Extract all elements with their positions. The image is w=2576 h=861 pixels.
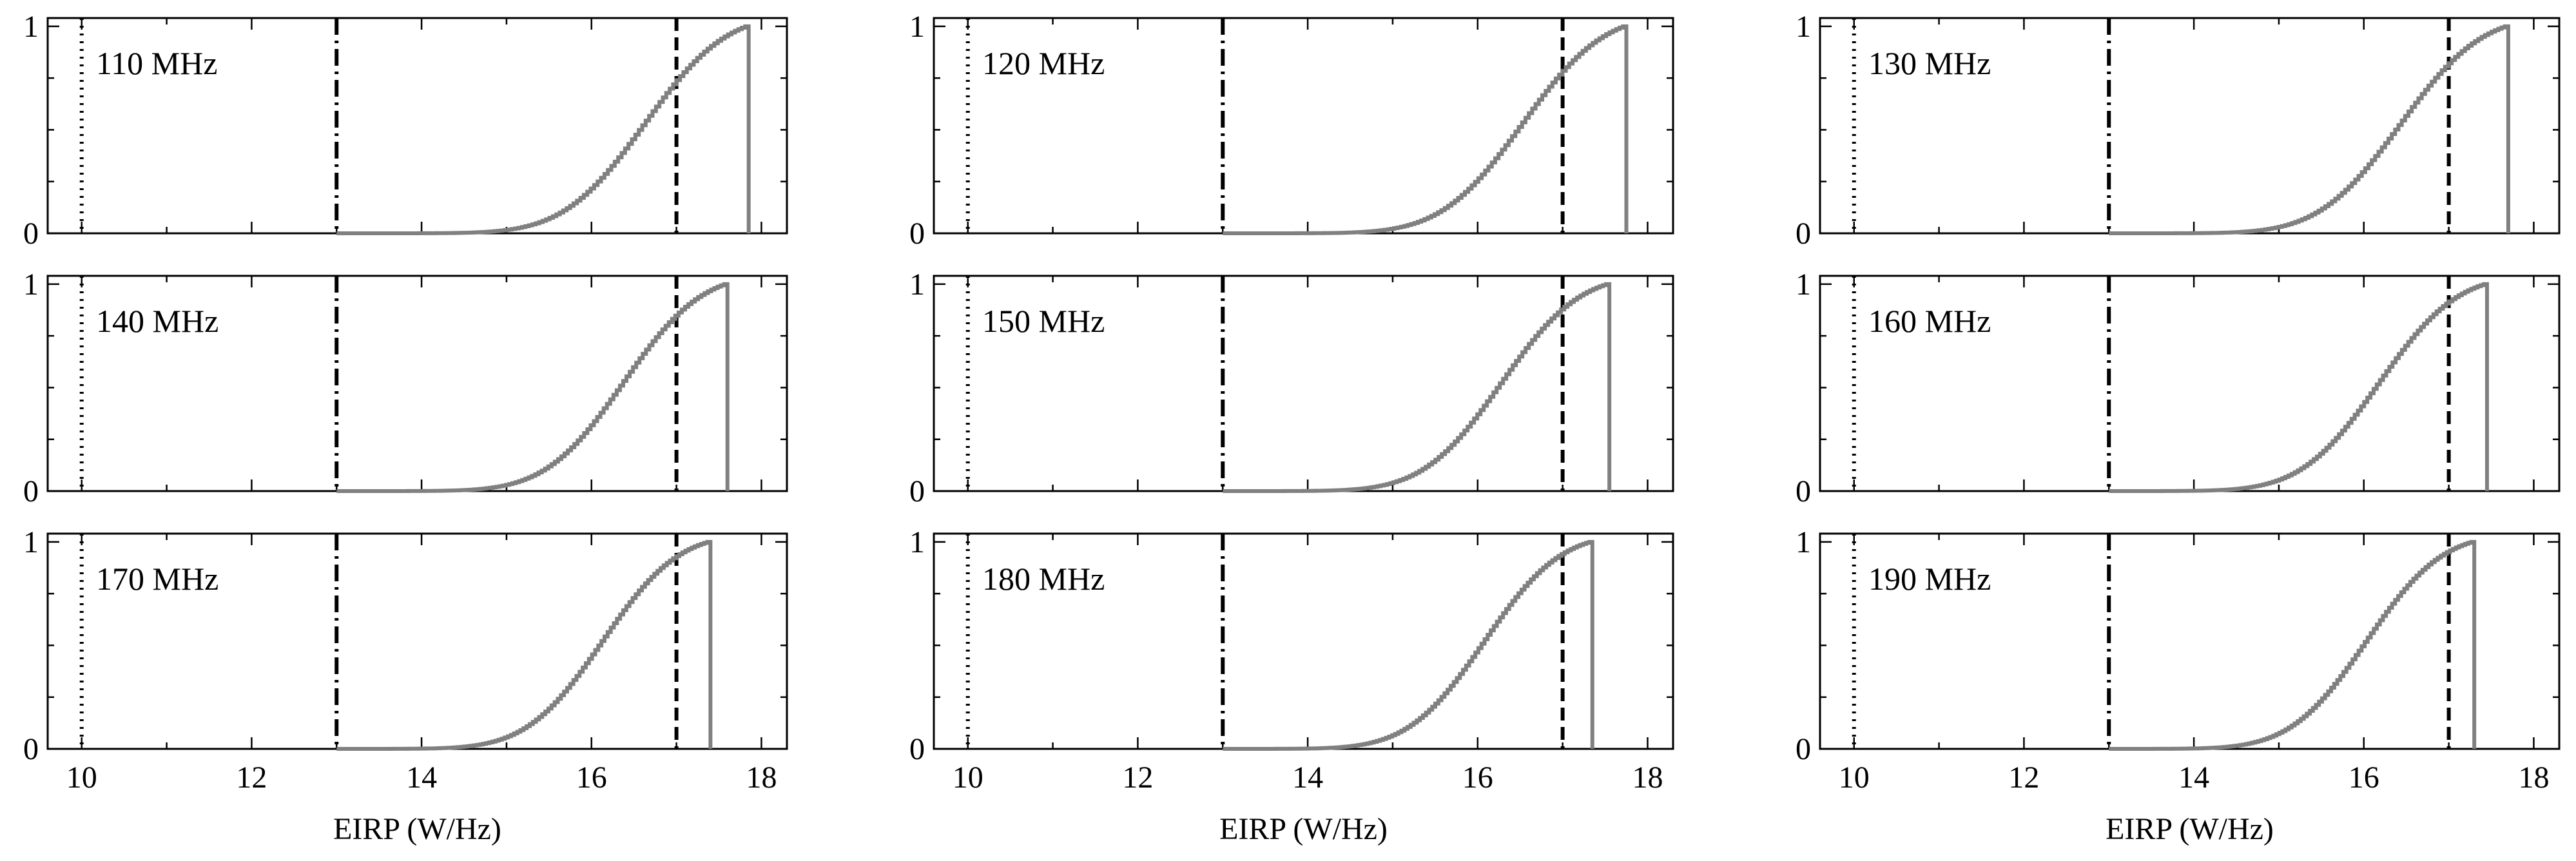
x-tick-label: 14 [406, 760, 437, 795]
y-tick-label: 0 [23, 732, 39, 766]
panel-label: 110 MHz [96, 45, 217, 81]
panel-110-mhz: 0 1 110 MHz [23, 10, 788, 251]
x-tick-label: 10 [953, 760, 983, 795]
x-axis-label: EIRP (W/Hz) [333, 812, 501, 846]
x-axis-label: EIRP (W/Hz) [2106, 812, 2274, 846]
x-tick-label: 12 [2008, 760, 2039, 795]
x-tick-label: 18 [2518, 760, 2549, 795]
y-tick-label: 1 [1796, 10, 1811, 44]
panel-160-mhz: 0 1 160 MHz [1796, 267, 2561, 508]
panel-label: 190 MHz [1868, 561, 1991, 597]
y-tick-label: 0 [909, 217, 925, 251]
x-tick-label: 12 [1122, 760, 1153, 795]
panel-label: 140 MHz [96, 303, 218, 339]
panel-label: 180 MHz [982, 561, 1105, 597]
x-tick-label: 10 [66, 760, 97, 795]
cdf-series [336, 282, 730, 493]
panel-180-mhz: 0 1 180 MHz 10 12 14 16 18 EIRP (W/Hz) [909, 525, 1674, 846]
panel-label: 130 MHz [1868, 45, 1991, 81]
cdf-series [1223, 539, 1594, 751]
y-tick-label: 0 [1796, 732, 1811, 766]
cdf-series [2109, 282, 2489, 493]
cdf-series [2109, 539, 2477, 751]
y-tick-label: 1 [909, 10, 925, 44]
y-tick-label: 0 [909, 732, 925, 766]
x-tick-label: 16 [576, 760, 607, 795]
cdf-series [1223, 282, 1612, 493]
panel-120-mhz: 0 1 120 MHz [909, 10, 1674, 251]
x-tick-label: 18 [746, 760, 777, 795]
panel-170-mhz: 0 1 170 MHz 10 12 14 16 18 EIRP (W/Hz) [23, 525, 788, 846]
x-tick-label: 18 [1632, 760, 1663, 795]
y-tick-label: 0 [909, 474, 925, 508]
panel-label: 160 MHz [1868, 303, 1991, 339]
y-tick-label: 1 [23, 525, 39, 559]
panel-label: 170 MHz [96, 561, 218, 597]
y-tick-label: 1 [1796, 525, 1811, 559]
cdf-series [336, 539, 713, 751]
x-tick-label: 10 [1839, 760, 1870, 795]
x-tick-label: 16 [1462, 760, 1493, 795]
y-tick-label: 1 [909, 525, 925, 559]
x-tick-label: 12 [236, 760, 267, 795]
x-axis-label: EIRP (W/Hz) [1219, 812, 1388, 846]
cdf-series [1223, 24, 1629, 235]
y-tick-label: 0 [1796, 474, 1811, 508]
y-tick-label: 1 [1796, 267, 1811, 302]
y-tick-label: 1 [909, 267, 925, 302]
panel-label: 150 MHz [982, 303, 1105, 339]
panel-190-mhz: 0 1 190 MHz 10 12 14 16 18 EIRP (W/Hz) [1796, 525, 2561, 846]
cdf-series [2109, 24, 2510, 235]
y-tick-label: 1 [23, 10, 39, 44]
panel-130-mhz: 0 1 130 MHz [1796, 10, 2561, 251]
y-tick-label: 0 [23, 217, 39, 251]
x-tick-label: 16 [2348, 760, 2379, 795]
panel-label: 120 MHz [982, 45, 1105, 81]
y-tick-label: 0 [23, 474, 39, 508]
panel-140-mhz: 0 1 140 MHz [23, 267, 788, 508]
y-tick-label: 0 [1796, 217, 1811, 251]
panel-150-mhz: 0 1 150 MHz [909, 267, 1674, 508]
x-tick-label: 14 [1292, 760, 1323, 795]
cdf-series [336, 24, 751, 235]
y-tick-label: 1 [23, 267, 39, 302]
x-tick-label: 14 [2178, 760, 2209, 795]
